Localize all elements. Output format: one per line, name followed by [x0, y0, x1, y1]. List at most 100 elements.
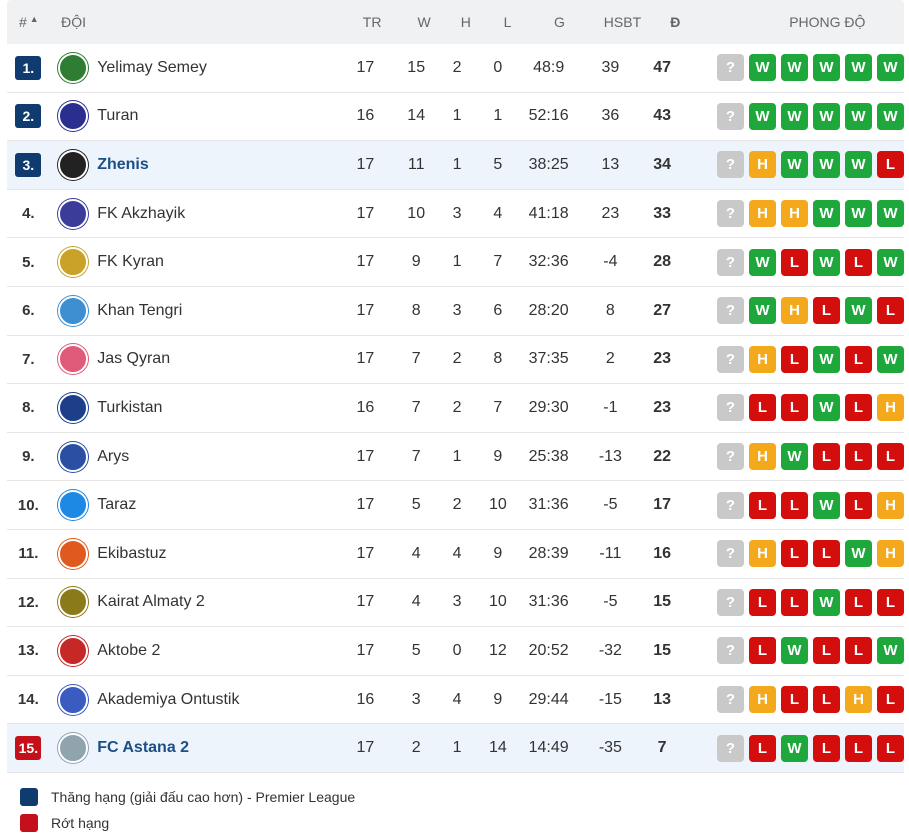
arys-logo[interactable] [58, 441, 89, 472]
win-badge[interactable]: W [845, 54, 873, 82]
zhenis-logo[interactable] [58, 149, 89, 180]
loss-badge[interactable]: L [749, 734, 777, 762]
win-badge[interactable]: W [781, 734, 809, 762]
team-name-link[interactable]: Aktobe 2 [97, 641, 161, 659]
draw-badge[interactable]: H [845, 686, 873, 714]
win-badge[interactable]: W [845, 540, 873, 568]
table-row[interactable]: 5. FK Kyran 17 9 1 7 32:36 -4 28? W L W L W [7, 238, 905, 287]
next-match-badge[interactable]: ? [717, 491, 745, 519]
loss-badge[interactable]: L [813, 540, 841, 568]
team-name-link[interactable]: Kairat Almaty 2 [97, 593, 205, 611]
win-badge[interactable]: W [781, 151, 809, 179]
loss-badge[interactable]: L [877, 734, 905, 762]
draw-badge[interactable]: H [877, 540, 905, 568]
win-badge[interactable]: W [845, 297, 873, 325]
team-name-link[interactable]: FK Akzhayik [97, 204, 186, 222]
loss-badge[interactable]: L [845, 394, 873, 422]
next-match-badge[interactable]: ? [717, 151, 745, 179]
khan-tengri-logo[interactable] [58, 295, 89, 326]
win-badge[interactable]: W [813, 588, 841, 616]
win-badge[interactable]: W [749, 297, 777, 325]
draw-badge[interactable]: H [749, 540, 777, 568]
turkistan-logo[interactable] [58, 392, 89, 423]
loss-badge[interactable]: L [845, 443, 873, 471]
draw-badge[interactable]: H [749, 200, 777, 228]
win-badge[interactable]: W [781, 54, 809, 82]
next-match-badge[interactable]: ? [717, 248, 745, 276]
astana-logo[interactable] [58, 733, 89, 764]
win-badge[interactable]: W [813, 394, 841, 422]
table-row[interactable]: 1. Yelimay Semey 17 15 2 0 48:9 39 47? W W W W W [7, 44, 905, 93]
next-match-badge[interactable]: ? [717, 637, 745, 665]
draw-badge[interactable]: H [749, 686, 777, 714]
draw-badge[interactable]: H [781, 200, 809, 228]
win-badge[interactable]: W [781, 102, 809, 130]
win-badge[interactable]: W [845, 102, 873, 130]
next-match-badge[interactable]: ? [717, 540, 745, 568]
sort-by-position[interactable]: # ▲ [7, 14, 51, 30]
win-badge[interactable]: W [813, 200, 841, 228]
team-name-link[interactable]: Jas Qyran [97, 350, 171, 368]
win-badge[interactable]: W [813, 491, 841, 519]
team-name-link[interactable]: Arys [97, 447, 130, 465]
win-badge[interactable]: W [845, 151, 873, 179]
draw-badge[interactable]: H [749, 151, 777, 179]
win-badge[interactable]: W [877, 102, 905, 130]
loss-badge[interactable]: L [845, 491, 873, 519]
draw-badge[interactable]: H [781, 297, 809, 325]
team-name-link[interactable]: Zhenis [97, 155, 149, 173]
table-row[interactable]: 2. Turan 16 14 1 1 52:16 36 43? W W W W W [7, 93, 905, 142]
loss-badge[interactable]: L [877, 443, 905, 471]
next-match-badge[interactable]: ? [717, 686, 745, 714]
loss-badge[interactable]: L [781, 540, 809, 568]
table-row[interactable]: 4. FK Akzhayik 17 10 3 4 41:18 23 33? H H W W W [7, 190, 905, 239]
team-name-link[interactable]: Akademiya Ontustik [97, 690, 240, 708]
loss-badge[interactable]: L [813, 297, 841, 325]
next-match-badge[interactable]: ? [717, 345, 745, 373]
loss-badge[interactable]: L [781, 686, 809, 714]
team-name-link[interactable]: Turan [97, 107, 139, 125]
team-name-link[interactable]: Ekibastuz [97, 544, 167, 562]
loss-badge[interactable]: L [845, 734, 873, 762]
draw-badge[interactable]: H [877, 491, 905, 519]
next-match-badge[interactable]: ? [717, 588, 745, 616]
loss-badge[interactable]: L [749, 491, 777, 519]
table-row[interactable]: 15. FC Astana 2 17 2 1 14 14:49 -35 7? L W L L L [7, 724, 905, 773]
loss-badge[interactable]: L [845, 637, 873, 665]
loss-badge[interactable]: L [781, 588, 809, 616]
win-badge[interactable]: W [877, 248, 905, 276]
win-badge[interactable]: W [813, 102, 841, 130]
win-badge[interactable]: W [813, 151, 841, 179]
next-match-badge[interactable]: ? [717, 734, 745, 762]
loss-badge[interactable]: L [781, 491, 809, 519]
loss-badge[interactable]: L [749, 637, 777, 665]
akzhayik-logo[interactable] [58, 198, 89, 229]
kyran-logo[interactable] [58, 247, 89, 278]
table-row[interactable]: 9. Arys 17 7 1 9 25:38 -13 22? H W L L L [7, 433, 905, 482]
loss-badge[interactable]: L [813, 734, 841, 762]
loss-badge[interactable]: L [813, 443, 841, 471]
next-match-badge[interactable]: ? [717, 54, 745, 82]
loss-badge[interactable]: L [749, 588, 777, 616]
turan-logo[interactable] [58, 101, 89, 132]
team-name-link[interactable]: Taraz [97, 496, 137, 514]
draw-badge[interactable]: H [749, 443, 777, 471]
aktobe-logo[interactable] [58, 635, 89, 666]
loss-badge[interactable]: L [877, 588, 905, 616]
win-badge[interactable]: W [845, 200, 873, 228]
table-row[interactable]: 11. Ekibastuz 17 4 4 9 28:39 -11 16? H L L W H [7, 530, 905, 579]
next-match-badge[interactable]: ? [717, 394, 745, 422]
table-row[interactable]: 6. Khan Tengri 17 8 3 6 28:20 8 27? W H L W L [7, 287, 905, 336]
loss-badge[interactable]: L [877, 686, 905, 714]
win-badge[interactable]: W [877, 637, 905, 665]
loss-badge[interactable]: L [781, 345, 809, 373]
win-badge[interactable]: W [749, 248, 777, 276]
team-name-link[interactable]: Turkistan [97, 398, 163, 416]
draw-badge[interactable]: H [749, 345, 777, 373]
team-name-link[interactable]: Yelimay Semey [97, 58, 207, 76]
win-badge[interactable]: W [749, 54, 777, 82]
next-match-badge[interactable]: ? [717, 297, 745, 325]
draw-badge[interactable]: H [877, 394, 905, 422]
win-badge[interactable]: W [749, 102, 777, 130]
table-row[interactable]: 10. Taraz 17 5 2 10 31:36 -5 17? L L W L H [7, 481, 905, 530]
